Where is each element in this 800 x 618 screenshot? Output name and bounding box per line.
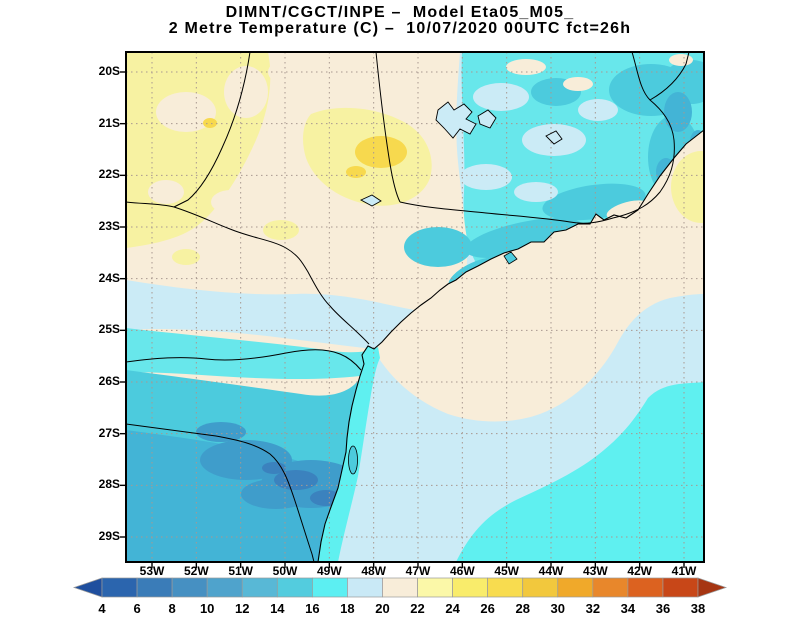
ne-cream-patches [506,54,693,220]
reservoir-3 [545,130,563,145]
small-yellow-patches [172,220,299,265]
lon-label: 45W [494,564,519,578]
colorbar-segments [101,577,699,598]
colorbar-segment [662,577,699,598]
colorbar-segment [171,577,208,598]
coastline [317,129,705,563]
title-line-1: DIMNT/CGCT/INPE – Model Eta05_M05_ [225,4,575,21]
colorbar-tick-label: 4 [98,601,106,616]
state-borders [125,51,690,563]
colorbar-segment [312,577,348,598]
lat-label: 26S [98,374,120,388]
colorbar-segment [592,577,629,598]
lon-label: 43W [582,564,608,578]
colorbar-below-range-arrow [72,577,103,598]
lon-label: 48W [361,564,386,578]
lat-lon-grid [126,52,704,562]
lon-label: 52W [183,564,209,578]
sao-sebastiao-island [503,251,518,265]
lat-label: 27S [98,425,120,440]
colorbar-tick-label: 28 [515,601,529,616]
colorbar-tick-label: 16 [305,601,319,616]
lat-label: 25S [98,322,120,337]
colorbar-tick-label: 12 [235,601,249,616]
lon-label: 50W [272,564,298,578]
lon-label: 41W [671,564,697,578]
colorbar-tick-label: 26 [480,601,494,616]
colorbar-segment [206,577,243,598]
lon-label: 42W [627,564,652,578]
colorbar-segment [522,577,559,598]
lat-label: 23S [98,219,120,233]
colorbar-tick-label: 30 [551,601,565,616]
colorbar-segment [487,577,524,598]
lat-label: 24S [98,270,120,285]
border-paranapanema [125,201,370,345]
colorbar-segment [101,577,138,598]
colorbar-segment [241,577,278,598]
colorbar-segment [136,577,173,598]
colorbar-segment [417,577,453,598]
title-line-2: 2 Metre Temperature (C) – 10/07/2020 00U… [168,20,632,37]
reservoir-2 [477,109,497,129]
temperature-colorbar: 4 6 8 10 12 14 16 18 20 22 24 26 28 30 32 34 36 38 [72,577,728,616]
chart-title-block: DIMNT/CGCT/INPE – Model Eta05_M05_ 2 Met… [0,5,800,37]
lat-label: 29S [98,529,120,543]
colorbar-tick-label: 32 [586,601,600,616]
lat-label: 28S [98,477,120,492]
colorbar-above-range-arrow [697,577,728,598]
colorbar-segment [627,577,664,598]
west-cyan-band [126,328,374,380]
colorbar-segment [276,577,313,598]
colorbar-tick-label: 20 [375,601,389,616]
lon-label: 49W [316,564,342,578]
temperature-map [120,51,705,568]
colorbar-tick-label: 22 [410,601,424,616]
lon-label: 51W [228,564,253,578]
florianopolis-island [348,445,358,475]
reservoirs [359,101,563,207]
colorbar-segment [557,577,594,598]
border-parana-river [173,51,251,208]
map-frame [125,51,705,563]
colorbar-segment [382,577,418,598]
colorbar-tick-label: 34 [621,601,636,616]
colorbar-tick-label: 6 [133,601,140,616]
cream-holes-in-yellow [148,60,304,214]
colorbar-segment [347,577,383,598]
lon-label: 53W [139,564,165,578]
colorbar-tick-label: 14 [270,601,285,616]
colorbar-tick-label: 24 [445,601,460,616]
lon-label: 44W [538,564,564,578]
colorbar-tick-label: 38 [691,601,705,616]
colorbar-tick-label: 18 [340,601,354,616]
furnas-reservoir [435,101,477,139]
ocean-cyan-region [456,382,704,562]
colorbar-segment [452,577,489,598]
border-pr-sc [125,349,362,371]
lon-label: 46W [449,564,475,578]
lat-label: 22S [98,167,120,182]
lat-label: 20S [98,64,120,78]
colorbar-tick-label: 36 [656,601,670,616]
lat-label: 21S [98,115,120,130]
border-sc-rs [125,423,315,563]
border-mg-sp-east [399,201,614,224]
lon-label: 47W [405,564,431,578]
ocean-cream-band [374,130,704,422]
ocean-warm-patch [671,151,704,223]
border-mg-sp-north [375,51,401,203]
border-mg-es [649,51,690,101]
colorbar-tick-label: 10 [200,601,214,616]
land-temperature-fill [126,52,704,562]
colorbar-tick-label: 8 [169,601,176,616]
border-mg-rj [612,51,675,219]
colorbar-tick-labels: 4 6 8 10 12 14 16 18 20 22 24 26 28 30 32 34 36 38 [98,601,705,616]
tiete-reservoir [359,194,382,207]
